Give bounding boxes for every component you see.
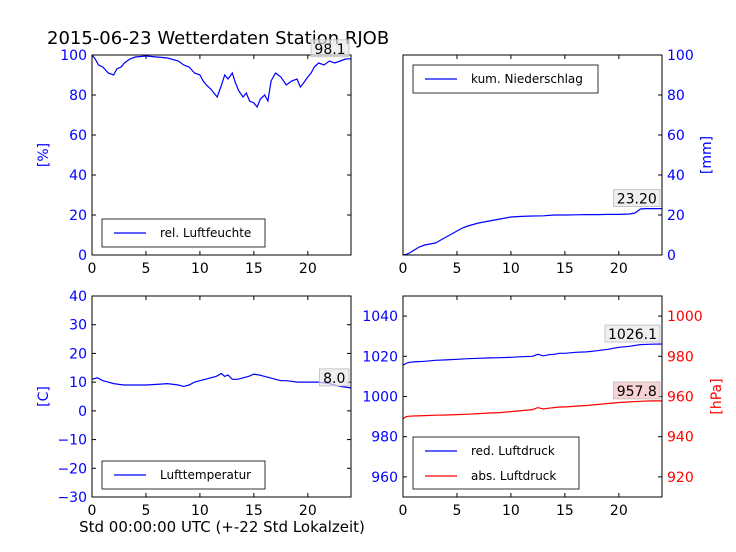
y-tick-label-right: 980 [667,349,694,365]
y-axis-label: [hPa] [709,378,725,414]
x-tick-label: 5 [452,261,461,277]
value-label-box [604,324,661,343]
y-tick-label: 20 [667,208,685,224]
series-line-0 [91,372,352,389]
y-tick-label: −10 [57,433,87,449]
x-tick-label: 20 [299,261,317,277]
y-tick-label: 100 [667,48,694,64]
y-tick-label-right: 960 [667,390,694,406]
x-tick-label: 15 [245,503,263,519]
series-line-0 [402,343,663,366]
y-tick-label-left: 1020 [362,349,398,365]
value-label-box [319,368,350,387]
y-tick-label-left: 1040 [362,309,398,325]
y-tick-label-right: 940 [667,430,694,446]
y-tick-label-right: 920 [667,470,694,486]
x-tick-label: 0 [88,261,97,277]
y-tick-label: 20 [69,208,87,224]
value-label-box [310,39,350,58]
y-tick-label: 40 [69,168,87,184]
y-tick-label: 0 [78,404,87,420]
y-tick-label: −30 [57,490,87,506]
y-axis-label: [C] [36,386,52,407]
figure-title: 2015-06-23 Wetterdaten Station RJOB [47,28,389,49]
x-tick-label: 10 [191,503,209,519]
panel-top-left: 0 5 10 15 20 0 20 40 60 80 100 [%] 98.1 rel. Luftfeuc… [36,39,352,277]
x-tick-label: 20 [299,503,317,519]
value-label-box [613,189,661,208]
y-tick-label: 0 [667,248,676,264]
panel-bottom-left: 0 5 10 15 20 −30 −20 −10 0 10 20 30 40 [C] 8.0 Lufttemp… [36,289,352,519]
x-tick-label: 5 [141,261,150,277]
y-tick-label-left: 980 [371,430,398,446]
legend-label-0: Lufttemperatur [160,468,251,482]
y-tick-label: 20 [69,346,87,362]
x-axis-label: Std 00:00:00 UTC (+-22 Std Lokalzeit) [79,518,365,536]
plot-frame [91,295,352,498]
panel-bottom-right: 0 5 10 15 20 960 980 1000 1020 1040 920 940 960 980 10… [362,295,725,519]
plot-frame [91,54,352,256]
legend-label-0: red. Luftdruck [471,444,555,458]
y-tick-label-left: 1000 [362,390,398,406]
y-tick-label: 60 [69,128,87,144]
x-tick-label: 20 [610,261,628,277]
y-tick-label-left: 960 [371,470,398,486]
y-tick-label-right: 1000 [667,309,703,325]
y-axis-label: [%] [36,143,52,167]
x-tick-label: 10 [502,261,520,277]
x-tick-label: 0 [88,503,97,519]
x-tick-label: 15 [556,261,574,277]
value-label-box [613,381,661,400]
y-tick-label: 0 [78,248,87,264]
x-tick-label: 0 [399,261,408,277]
panel-top-right: 0 5 10 15 20 0 20 40 60 80 100 [mm] 23.20 kum. Nieder… [399,48,715,277]
last-value-label: 1026.1 [608,327,657,343]
last-value-label: 8.0 [323,371,345,387]
last-value-label: 957.8 [617,384,657,400]
series-line-0 [402,208,662,256]
y-tick-label: −20 [57,461,87,477]
y-tick-label: 100 [60,48,87,64]
plot-frame [402,54,663,256]
y-tick-label: 10 [69,375,87,391]
x-tick-label: 10 [191,261,209,277]
x-tick-label: 0 [399,503,408,519]
x-tick-label: 5 [141,503,150,519]
legend-label-0: rel. Luftfeuchte [160,226,251,240]
x-tick-label: 10 [502,503,520,519]
series-line-0 [91,54,352,109]
y-axis-label: [mm] [699,136,715,174]
y-tick-label: 40 [667,168,685,184]
x-tick-label: 15 [245,261,263,277]
y-tick-label: 80 [69,88,87,104]
y-tick-label: 30 [69,318,87,334]
last-value-label: 98.1 [314,42,345,58]
last-value-label: 23.20 [617,192,657,208]
x-tick-label: 20 [610,503,628,519]
y-tick-label: 40 [69,289,87,305]
plot-frame [402,295,663,498]
x-tick-label: 5 [452,503,461,519]
legend-label-1: abs. Luftdruck [471,469,556,483]
y-tick-label: 80 [667,88,685,104]
x-tick-label: 15 [556,503,574,519]
legend-label-0: kum. Niederschlag [471,72,583,86]
legend-box [412,436,580,490]
y-tick-label: 60 [667,128,685,144]
series-line-1 [402,400,662,420]
